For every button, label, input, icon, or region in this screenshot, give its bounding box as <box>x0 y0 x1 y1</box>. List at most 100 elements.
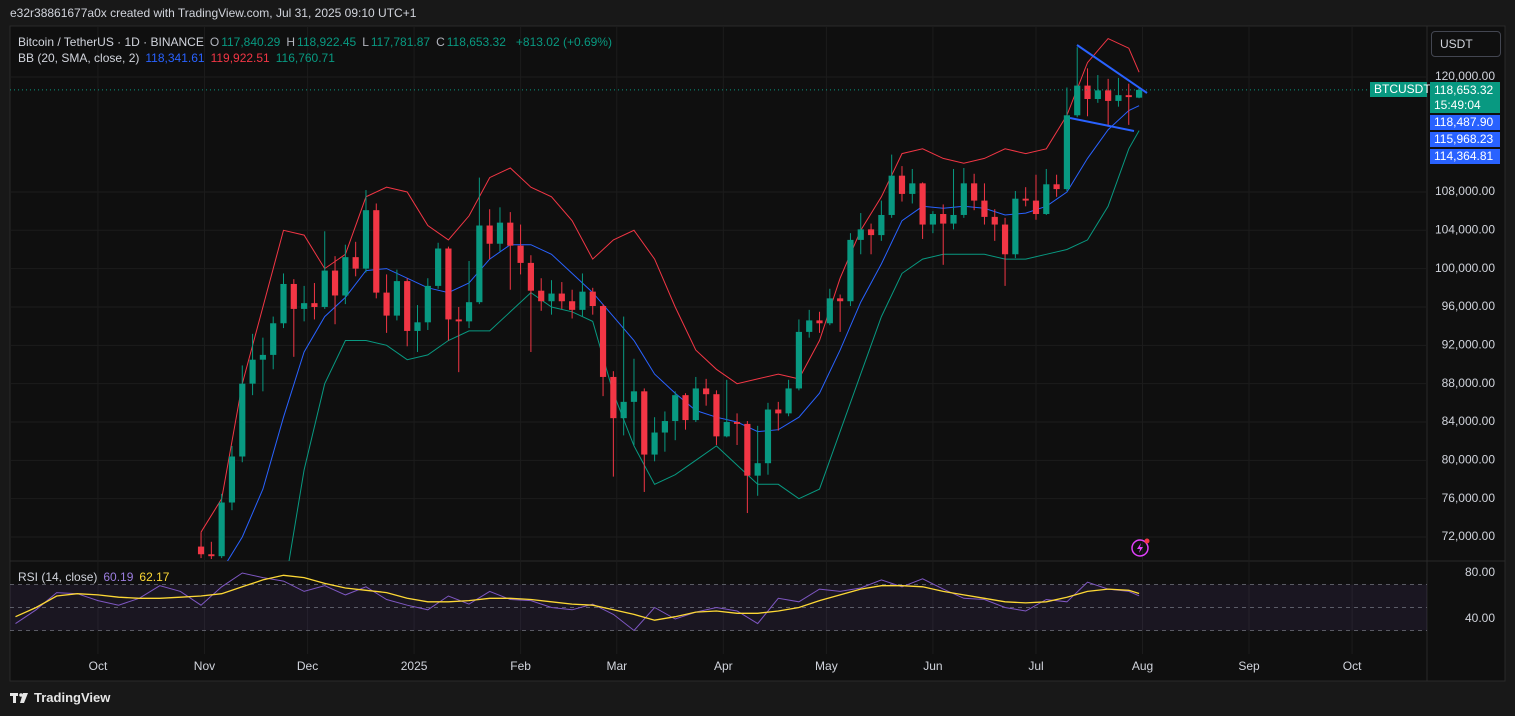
candle-body <box>311 303 318 307</box>
candle-body <box>465 302 473 322</box>
band-line <box>200 37 1140 533</box>
bb-title: BB (20, SMA, close, 2) <box>18 51 140 65</box>
candle-body <box>404 281 411 331</box>
candle-body <box>1105 90 1112 101</box>
candle-body <box>228 456 236 503</box>
candle-body <box>929 214 936 225</box>
candle-body <box>940 214 947 224</box>
candle-body <box>1115 95 1122 101</box>
candle-body <box>249 359 256 384</box>
y-tick-label: 80,000.00 <box>1442 452 1496 466</box>
x-tick-label: Jul <box>1028 659 1043 673</box>
y-tick-label: 88,000.00 <box>1442 376 1496 390</box>
trend-line <box>1069 117 1135 132</box>
y-tick-label: 104,000.00 <box>1435 222 1495 236</box>
x-tick-label: Mar <box>606 659 627 673</box>
candle-body <box>733 421 741 424</box>
candle-body <box>847 239 854 302</box>
candle-body <box>857 229 864 240</box>
candle-body <box>301 303 308 309</box>
candle-body <box>703 388 710 395</box>
candle-body <box>692 388 699 421</box>
candle-body <box>950 214 957 224</box>
x-tick-label: Jun <box>923 659 942 673</box>
candle-body <box>321 270 328 307</box>
axes: 72,000.00 76,000.00 80,000.00 84,000.00 88,0… <box>89 69 1496 673</box>
y-tick-label: 108,000.00 <box>1435 184 1495 198</box>
rsi-line <box>15 574 1140 621</box>
candle-body <box>919 183 926 225</box>
brand: TradingView <box>34 690 111 705</box>
rsi-pane <box>10 572 1427 632</box>
candle-body <box>713 394 720 437</box>
candle-body <box>589 291 596 307</box>
x-tick-label: Aug <box>1132 659 1153 673</box>
unit-button[interactable]: USDT <box>1431 31 1501 57</box>
candle-body <box>1135 89 1143 98</box>
y-tick-label: 72,000.00 <box>1442 529 1496 543</box>
candle-body <box>1125 95 1132 98</box>
bb-basis: 118,341.61 <box>145 51 205 65</box>
ohlc-value: 118,653.32 <box>446 35 506 49</box>
candle-body <box>538 290 545 302</box>
candle-body <box>610 376 617 419</box>
ohlc-value: 117,840.29 <box>221 35 281 49</box>
rsi-title: RSI (14, close) <box>18 570 98 584</box>
candle-body <box>795 331 802 389</box>
x-tick-label: Nov <box>194 659 215 673</box>
bb-legend: BB (20, SMA, close, 2) 118,341.61 119,92… <box>18 51 335 65</box>
candle-body <box>1074 85 1081 116</box>
price-tag: 114,364.81 <box>1430 149 1500 164</box>
y-tick-label: 100,000.00 <box>1435 261 1495 275</box>
candle-body <box>764 409 772 464</box>
candle-body <box>1032 200 1040 215</box>
ohlc-key: H <box>286 35 296 49</box>
alert-icon[interactable] <box>1131 538 1150 557</box>
candle-body <box>682 395 689 421</box>
logo-icon <box>10 693 28 703</box>
candle-body <box>630 391 638 402</box>
candle-body <box>218 502 225 557</box>
candle-body <box>837 298 844 302</box>
candle-body <box>754 463 761 476</box>
symbol-tag: BTCUSDT <box>1370 81 1431 97</box>
y-tick-label: 84,000.00 <box>1442 414 1496 428</box>
candle-body <box>548 293 555 302</box>
rsi-legend: RSI (14, close) 60.19 62.17 <box>18 570 169 584</box>
candle-body <box>239 383 246 457</box>
candle-body <box>620 401 627 419</box>
ohlc-key: L <box>362 35 369 49</box>
candle-body <box>280 283 287 324</box>
candle-body <box>599 306 607 377</box>
candle-body <box>826 298 833 324</box>
candle-body <box>641 391 648 455</box>
candle-body <box>1094 90 1101 100</box>
band-line <box>288 130 1140 561</box>
candle-body <box>909 183 916 194</box>
candle-body <box>476 225 483 303</box>
last-price-tag: 118,653.32 15:49:04 <box>1430 81 1500 113</box>
candle-body <box>672 395 679 422</box>
countdown: 15:49:04 <box>1434 97 1481 112</box>
candle-body <box>960 183 967 215</box>
candle-body <box>331 270 339 296</box>
candle-body <box>362 210 370 269</box>
price-tag: 115,968.23 <box>1430 132 1500 147</box>
candle-body <box>1084 85 1091 100</box>
change: +813.02 (+0.69%) <box>515 35 612 49</box>
x-tick-label: 2025 <box>401 659 428 673</box>
candle-body <box>878 214 885 236</box>
candle-body <box>558 293 565 302</box>
candle-body <box>527 262 534 291</box>
rsi-ma-value: 62.17 <box>139 570 170 584</box>
candle-body <box>723 421 730 437</box>
rsi-value: 60.19 <box>103 570 134 584</box>
y-tick-label: 76,000.00 <box>1442 491 1496 505</box>
candle-body <box>971 183 978 201</box>
candle-body <box>259 354 266 360</box>
candle-body <box>197 546 205 555</box>
x-tick-label: Apr <box>714 659 733 673</box>
candle-body <box>486 225 493 244</box>
